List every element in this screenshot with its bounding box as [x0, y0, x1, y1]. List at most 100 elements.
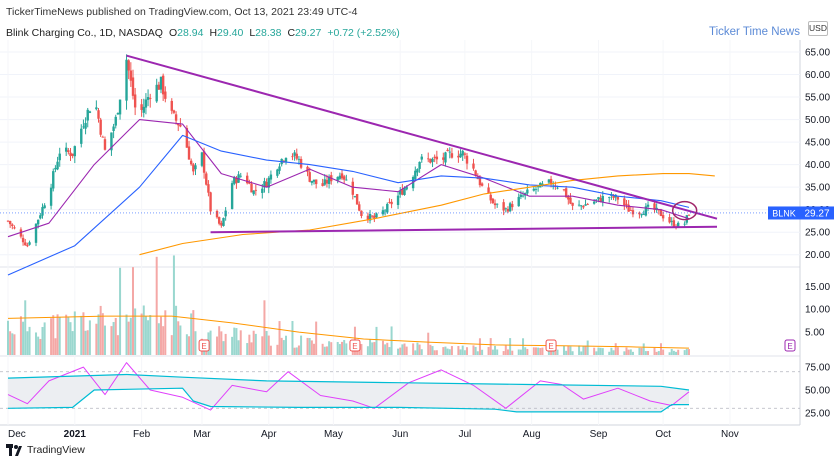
volume-bar	[414, 350, 417, 355]
price-tag-label: 29.27	[804, 208, 829, 219]
publisher-line: TickerTimeNews published on TradingView.…	[6, 6, 358, 18]
volume-bar	[616, 347, 619, 355]
candle-body	[580, 205, 583, 207]
rsi-band-line	[7, 387, 689, 413]
candle-body	[179, 124, 182, 127]
volume-bar	[209, 330, 212, 355]
volume-bar	[190, 313, 193, 355]
volume-bar	[433, 350, 436, 355]
volume-bar	[177, 321, 180, 355]
candle-body	[202, 151, 206, 173]
volume-bar	[487, 347, 490, 355]
candle-body	[601, 196, 604, 202]
candle-body	[638, 212, 641, 215]
candle-body	[569, 197, 572, 204]
candle-body	[43, 205, 46, 209]
candle-body	[170, 100, 173, 111]
volume-bar	[418, 344, 421, 355]
candle-body	[661, 215, 665, 219]
volume-bar	[644, 351, 647, 355]
volume-bar	[142, 305, 145, 355]
candle-body	[502, 202, 505, 211]
volume-bar	[670, 348, 673, 355]
rsi-band-fill	[8, 374, 689, 412]
volume-bar	[308, 338, 311, 355]
time-tick-label: Oct	[655, 429, 671, 440]
volume-bar	[435, 350, 438, 355]
volume-bar	[388, 347, 391, 355]
candle-body	[95, 107, 98, 110]
candle-body	[608, 197, 611, 199]
volume-bar	[338, 344, 341, 355]
candle-body	[623, 198, 626, 206]
candle-body	[207, 184, 210, 193]
earnings-marker: E	[349, 339, 361, 352]
candle-body	[547, 179, 551, 183]
candle-body	[146, 97, 150, 100]
time-tick-label: Mar	[193, 429, 211, 440]
candle-body	[577, 204, 581, 206]
candle-body	[282, 160, 286, 162]
volume-bar	[284, 335, 287, 355]
volume-bar	[336, 341, 339, 355]
candle-body	[215, 210, 219, 218]
volume-bar	[578, 345, 581, 355]
volume-bar	[144, 316, 147, 355]
candle-body	[405, 186, 408, 190]
volume-bar	[252, 330, 255, 355]
candle-body	[200, 152, 204, 166]
volume-bar	[297, 345, 300, 355]
low-value: 28.38	[255, 27, 282, 39]
volume-bar	[149, 315, 152, 355]
volume-bar	[672, 350, 675, 355]
candle-body	[431, 158, 434, 162]
candle-body	[506, 208, 510, 212]
candle-body	[532, 188, 536, 191]
volume-bar	[131, 267, 134, 355]
volume-bar	[82, 312, 85, 355]
volume-bar	[381, 340, 384, 355]
volume-bar	[103, 325, 106, 355]
volume-bar	[116, 335, 119, 355]
volume-bar	[539, 348, 542, 355]
candle-body	[71, 153, 74, 156]
candle-body	[526, 189, 529, 194]
earnings-badge	[349, 339, 361, 352]
earnings-badge	[545, 339, 557, 352]
candle-body	[491, 198, 495, 204]
candle-body	[159, 76, 163, 90]
volume-bar	[657, 351, 660, 355]
volume-bar	[532, 347, 535, 355]
volume-bar	[519, 349, 522, 355]
volume-bar	[162, 326, 165, 355]
volume-bar	[65, 314, 68, 355]
candle-body	[403, 188, 406, 195]
trendline-lower	[210, 225, 718, 234]
candle-body	[239, 175, 242, 177]
time-tick-label: 2021	[64, 429, 87, 440]
candle-body	[401, 189, 404, 195]
volume-bar	[586, 340, 589, 355]
candle-body	[297, 158, 301, 160]
price-tick-label: 25.00	[805, 228, 830, 239]
volume-bar	[237, 340, 240, 355]
volume-tick-label: 15.00	[805, 282, 830, 293]
candle-body	[683, 223, 686, 225]
volume-bar	[677, 349, 680, 355]
volume-bar	[687, 349, 690, 355]
candle-body	[472, 163, 475, 169]
volume-bar	[662, 349, 665, 355]
candle-body	[52, 171, 55, 189]
volume-bar	[522, 338, 525, 355]
symbol-tag-label: BLNK	[772, 208, 796, 218]
candle-body	[687, 214, 691, 216]
candle-body	[127, 60, 130, 71]
close-value: 29.27	[295, 27, 322, 39]
volume-bar	[446, 348, 449, 355]
volume-bar	[37, 336, 40, 355]
volume-bar	[276, 344, 279, 355]
grid	[0, 40, 801, 426]
currency-button[interactable]: USD	[808, 21, 828, 36]
candle-body	[140, 104, 143, 110]
